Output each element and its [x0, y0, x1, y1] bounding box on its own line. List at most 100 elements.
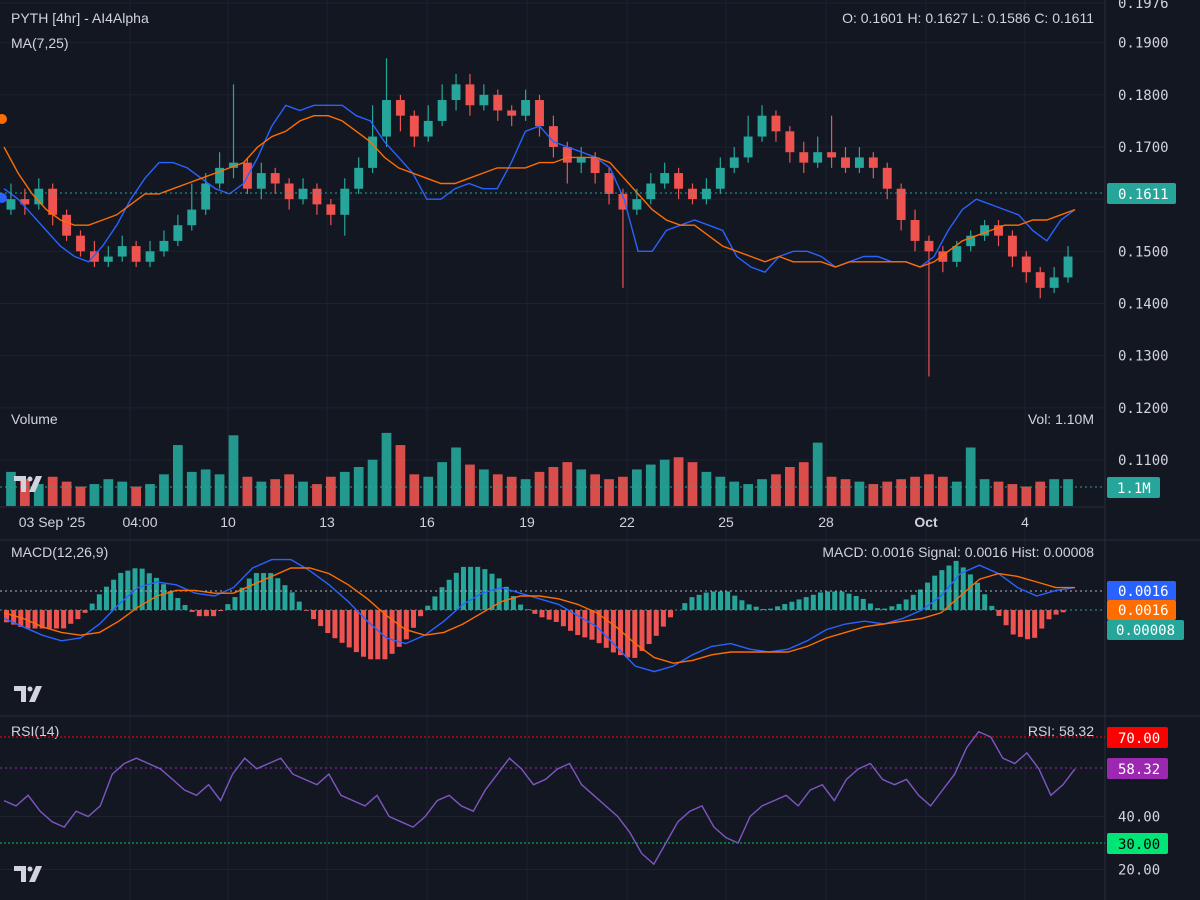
time-tick-label: 04:00 [122, 514, 157, 530]
candle[interactable] [799, 141, 809, 174]
candle[interactable] [771, 110, 781, 142]
candle[interactable] [284, 178, 294, 210]
candle[interactable] [966, 230, 976, 252]
volume-bar [618, 476, 628, 506]
candle[interactable] [34, 178, 44, 210]
candle[interactable] [451, 73, 461, 111]
candle[interactable] [562, 141, 572, 184]
candle[interactable] [1007, 230, 1017, 267]
candle[interactable] [465, 73, 475, 116]
candle[interactable] [340, 178, 350, 236]
macd-hist-bar [168, 591, 174, 610]
candle[interactable] [841, 146, 850, 174]
candle[interactable] [312, 183, 322, 215]
candle[interactable] [1035, 266, 1045, 299]
candle[interactable] [76, 230, 85, 257]
candle[interactable] [395, 94, 405, 132]
macd-hist-bar [853, 595, 859, 610]
candle[interactable] [688, 183, 697, 205]
candle[interactable] [409, 110, 419, 147]
candle[interactable] [298, 178, 308, 205]
candle[interactable] [924, 235, 934, 377]
candle[interactable] [994, 220, 1003, 247]
candle[interactable] [618, 188, 628, 288]
candle[interactable] [354, 157, 364, 194]
candle[interactable] [729, 146, 739, 174]
macd-hist-bar [982, 594, 988, 610]
rsi-axis[interactable]: 40.00 20.00 [1118, 810, 1160, 879]
volume-bar [701, 471, 712, 506]
candle[interactable] [674, 167, 684, 200]
volume-bar [882, 481, 893, 506]
candle[interactable] [159, 230, 169, 257]
candle[interactable] [62, 209, 72, 241]
volume-bar [103, 479, 114, 506]
candle[interactable] [187, 183, 197, 231]
candle[interactable] [507, 105, 517, 127]
price-tick-label: 0.1200 [1118, 401, 1169, 417]
candle[interactable] [215, 152, 225, 189]
macd-line [3, 558, 1076, 673]
candle[interactable] [535, 94, 544, 137]
macd-hist-bar [817, 592, 823, 610]
candle[interactable] [701, 178, 711, 205]
volume-bar [562, 462, 573, 506]
candle[interactable] [48, 183, 58, 226]
price-tick-label: 0.1300 [1118, 349, 1169, 365]
time-axis[interactable]: 03 Sep '25 04:00 10 13 16 19 22 25 28 Oct 4 [19, 514, 1029, 530]
candle[interactable] [785, 126, 795, 163]
candle[interactable] [423, 105, 433, 142]
volume-bar [117, 481, 128, 506]
candle[interactable] [479, 84, 489, 111]
candle[interactable] [827, 115, 837, 168]
candle[interactable] [813, 136, 823, 168]
candle[interactable] [660, 162, 670, 189]
candle[interactable] [131, 240, 141, 267]
candle[interactable] [368, 105, 378, 174]
candlestick-series[interactable] [6, 58, 1073, 377]
rsi-upper-badge-text: 70.00 [1118, 731, 1160, 747]
candle[interactable] [757, 105, 767, 142]
candle[interactable] [882, 162, 892, 200]
candle[interactable] [548, 115, 558, 158]
candle[interactable] [521, 89, 531, 121]
time-tick-label: 28 [818, 514, 834, 530]
candle[interactable] [117, 235, 127, 262]
candle[interactable] [980, 220, 990, 241]
candle[interactable] [145, 240, 155, 267]
candle[interactable] [1021, 251, 1031, 283]
candle[interactable] [646, 173, 656, 205]
candle[interactable] [229, 84, 238, 179]
candle[interactable] [493, 89, 503, 121]
macd-hist-bar [396, 610, 402, 647]
macd-hist-bar [510, 596, 516, 610]
candle[interactable] [20, 188, 30, 215]
macd-hist-bar [703, 592, 709, 610]
candle[interactable] [6, 183, 16, 215]
candle[interactable] [910, 209, 920, 252]
candle[interactable] [326, 199, 336, 226]
candle[interactable] [201, 173, 211, 215]
tradingview-logo-icon [14, 686, 42, 702]
volume-bar [715, 476, 726, 506]
volume-bar [395, 445, 406, 506]
candle[interactable] [743, 115, 753, 163]
candle[interactable] [854, 146, 864, 174]
macd-hist-bar [289, 592, 295, 610]
volume-bar [951, 481, 962, 506]
candle[interactable] [938, 246, 948, 273]
ma-slow-line [3, 115, 1076, 268]
candle[interactable] [270, 167, 280, 194]
candle[interactable] [1049, 266, 1059, 294]
candle[interactable] [604, 167, 614, 205]
candle[interactable] [89, 240, 99, 267]
candle[interactable] [173, 214, 183, 247]
candle[interactable] [715, 157, 725, 194]
candle[interactable] [382, 58, 391, 147]
candle[interactable] [437, 84, 447, 127]
candle[interactable] [896, 183, 906, 231]
candle[interactable] [1063, 246, 1073, 283]
candle[interactable] [868, 152, 878, 179]
candle[interactable] [103, 246, 113, 267]
